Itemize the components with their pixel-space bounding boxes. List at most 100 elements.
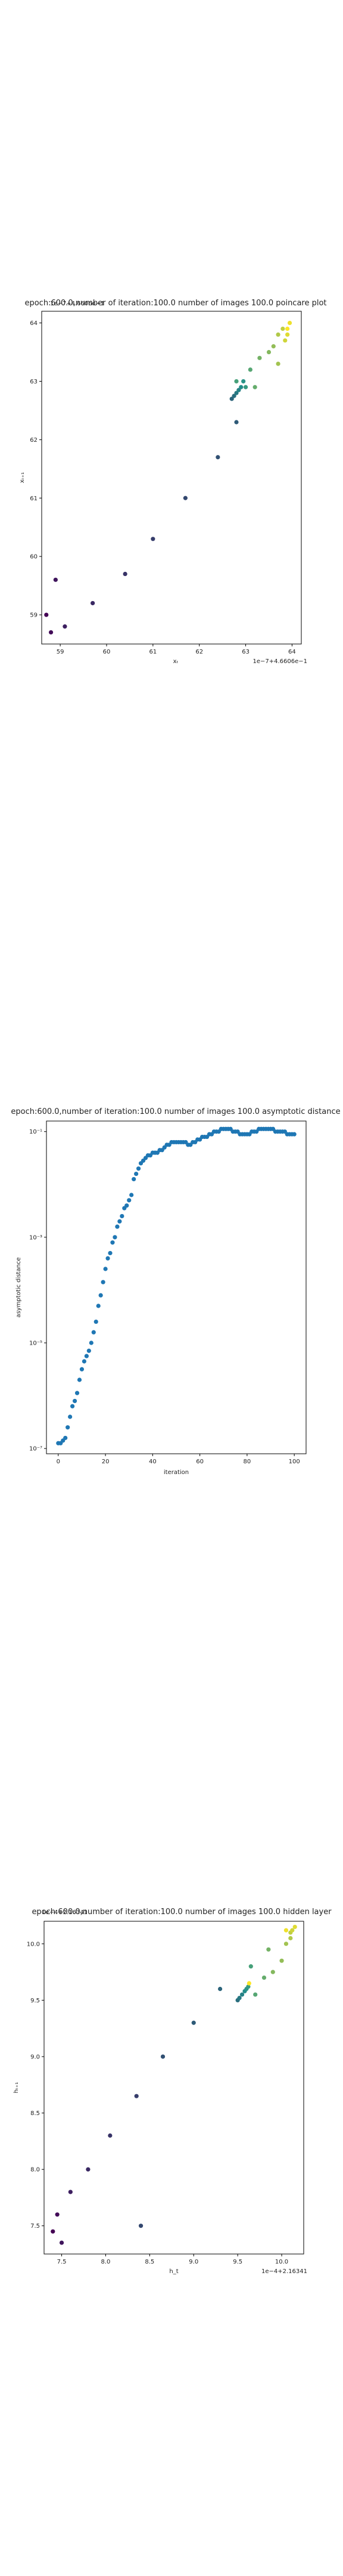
data-point: [74, 1391, 80, 1395]
data-point: [53, 577, 58, 582]
data-point: [72, 1398, 77, 1404]
data-point: [134, 1171, 139, 1176]
data-point: [283, 338, 288, 343]
data-point: [234, 420, 239, 425]
x-tick-label: 100: [289, 1459, 300, 1465]
data-point: [285, 332, 290, 337]
asymptotic-distance-plot: epoch:600.0,number of iteration:100.0 nu…: [11, 1107, 340, 1476]
x-tick-label: 40: [149, 1459, 157, 1465]
y-tick-label: 10.0: [27, 1941, 40, 1948]
x-tick-label: 10.0: [275, 2259, 288, 2265]
y-tick-label: 10⁻³: [29, 1234, 42, 1241]
data-point: [287, 320, 292, 326]
data-point: [234, 391, 239, 395]
data-point: [151, 537, 155, 541]
x-tick-label: 59: [57, 649, 64, 655]
data-point: [110, 1240, 115, 1245]
hidden-layer-plot: epoch:600.0,number of iteration:100.0 nu…: [13, 1908, 332, 2275]
data-point: [115, 1224, 120, 1229]
x-axis-label: h_t: [169, 2268, 178, 2275]
data-point: [55, 2212, 60, 2217]
data-point: [77, 1377, 82, 1382]
chart-title: epoch:600.0,number of iteration:100.0 nu…: [24, 299, 326, 308]
x-offset-text: 1e−4+2.16341: [261, 2268, 307, 2275]
data-point: [266, 349, 272, 355]
data-point: [183, 496, 188, 500]
data-point: [292, 1924, 297, 1930]
x-axis-label: xₜ: [173, 658, 179, 665]
data-point: [266, 1947, 271, 1952]
x-tick-label: 20: [102, 1459, 110, 1465]
chart-title: epoch:600.0,number of iteration:100.0 nu…: [32, 1908, 332, 1916]
data-point: [288, 1936, 293, 1940]
data-point: [51, 2229, 55, 2234]
data-point: [271, 344, 276, 349]
data-point: [105, 1256, 110, 1261]
data-point: [290, 1928, 295, 1933]
x-tick-label: 62: [195, 649, 203, 655]
plot-area: [43, 1921, 304, 2255]
y-tick-label: 64: [30, 320, 38, 327]
data-point: [123, 571, 127, 577]
y-tick-label: 8.5: [30, 2110, 40, 2117]
y-tick-label: 8.0: [30, 2167, 40, 2174]
data-point: [86, 2167, 91, 2172]
data-point: [261, 1975, 267, 1980]
tick-group: 7.5 8.0 8.5 9.0 9.5 10.0 7.5 8.0 8.5 9.0 9.5 10.0: [27, 1941, 288, 2265]
y-axis-label: asymptotic distance: [15, 1257, 22, 1317]
data-point: [279, 1958, 284, 1963]
x-axis-label: iteration: [164, 1469, 189, 1476]
data-point: [117, 1219, 122, 1224]
data-point: [236, 388, 241, 392]
data-point: [132, 1176, 136, 1182]
data-point: [285, 326, 290, 331]
data-point: [70, 1404, 75, 1408]
x-tick-label: 8.5: [145, 2259, 154, 2265]
x-tick-label: 63: [242, 649, 250, 655]
data-point: [134, 2094, 139, 2098]
overlay-offset-text: 1e−7+4.6606e−1: [50, 301, 105, 307]
data-point: [68, 1414, 73, 1419]
poincare-plot: epoch:600.0,number of iteration:100.0 nu…: [19, 299, 327, 665]
data-point: [247, 1981, 251, 1986]
points-group: [44, 320, 292, 635]
y-tick-label: 9.0: [30, 2054, 40, 2060]
data-point: [63, 624, 67, 629]
data-point: [66, 1425, 70, 1430]
data-point: [241, 379, 246, 384]
data-point: [89, 1340, 93, 1345]
data-point: [86, 1348, 91, 1353]
data-point: [108, 1250, 113, 1256]
data-point: [243, 385, 248, 389]
x-tick-label: 9.0: [189, 2259, 198, 2265]
x-tick-label: 60: [196, 1459, 204, 1465]
data-point: [160, 2054, 166, 2059]
data-point: [120, 1213, 124, 1219]
data-point: [129, 1193, 134, 1197]
data-point: [232, 394, 236, 398]
data-point: [108, 2133, 113, 2138]
data-point: [82, 1359, 87, 1364]
x-tick-label: 60: [103, 649, 111, 655]
data-point: [229, 397, 234, 401]
data-point: [79, 1367, 85, 1371]
y-tick-label: 62: [30, 437, 38, 444]
data-point: [136, 1166, 141, 1171]
data-point: [98, 1293, 103, 1298]
data-point: [246, 1984, 251, 1989]
x-offset-text: 1e−7+4.6606e−1: [252, 658, 307, 665]
data-point: [84, 1354, 89, 1358]
y-tick-label: 9.5: [30, 1998, 40, 2004]
x-tick-label: 9.5: [233, 2259, 242, 2265]
y-tick-label: 7.5: [30, 2223, 40, 2230]
y-tick-label: 63: [30, 379, 38, 385]
data-point: [253, 1992, 258, 1997]
data-point: [91, 600, 95, 606]
y-tick-label: 10⁻⁵: [29, 1340, 42, 1347]
data-point: [68, 2190, 73, 2194]
data-point: [216, 455, 220, 460]
data-point: [217, 1986, 223, 1992]
x-tick-label: 7.5: [57, 2259, 67, 2265]
data-point: [239, 1992, 245, 1997]
